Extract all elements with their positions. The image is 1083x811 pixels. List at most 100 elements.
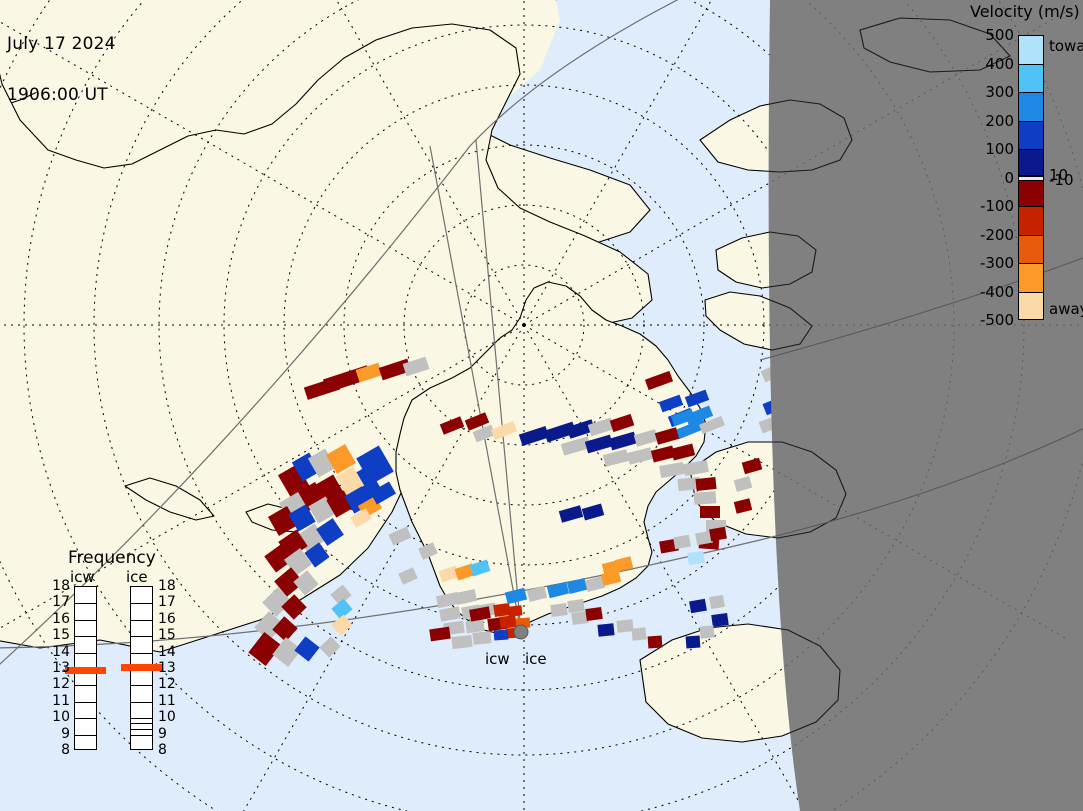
velocity-cell [566,419,596,439]
frequency-tick-label: 17 [158,594,176,611]
frequency-tick-label: 11 [158,692,176,709]
velocity-cell [335,466,365,496]
velocity-cell [281,594,307,620]
frequency-tick-label: 8 [61,742,70,758]
velocity-cell [507,605,523,617]
velocity-cell [493,629,509,641]
frequency-bar-divider [131,728,152,730]
velocity-cell [644,370,674,391]
frequency-bar-divider [131,701,152,703]
velocity-cell [316,518,344,546]
velocity-cell [355,362,383,383]
ground-scatter-cell [571,610,589,626]
ground-scatter-cell [733,476,753,492]
map-site-label: ice [525,650,547,668]
velocity-cell [654,427,680,445]
ground-scatter-cell [319,636,341,658]
velocity-cell [277,464,311,498]
velocity-cell [518,425,550,447]
ground-scatter-cell [526,586,548,602]
frequency-tick-label: 12 [52,676,70,693]
velocity-cell [350,508,372,528]
frequency-bar-divider [75,718,96,720]
ground-scatter-cell [472,424,496,443]
ground-scatter-cell [398,567,418,585]
colorbar-side-label: 10 [1049,165,1069,184]
velocity-cell [304,542,330,568]
ground-scatter-cell [262,587,292,617]
colorbar-gradient [1018,35,1044,320]
colorbar-tick-label: -400 [979,282,1014,301]
frequency-legend-title: Frequency [68,548,156,568]
frequency-bar-label-icw: icw [70,568,95,586]
ground-scatter-cell [560,436,592,456]
frequency-legend: Frequency icw ice 18 18 17 17 16 16 15 15 14 14 13 13… [52,548,188,768]
ground-scatter-cell [699,415,725,435]
frequency-bar-divider [131,718,152,720]
velocity-cell [264,543,294,573]
colorbar-swatch [1019,121,1043,150]
colorbar-swatch [1019,207,1043,236]
velocity-cell [331,614,353,636]
colorbar-tick-label: -100 [979,197,1014,215]
ground-scatter-cell [626,447,654,465]
colorbar-tick-group: 500 400 300 200 100 0 -100 -200 -300 -400 -500 [948,0,1014,811]
frequency-tick-label: 10 [52,709,70,726]
velocity-cell [685,635,701,649]
velocity-cell [700,506,720,518]
velocity-cell [670,443,696,461]
timestamp-overlay: July 17 2024 1906:00 UT [7,2,116,138]
frequency-bar-divider [131,619,152,621]
velocity-cell [272,616,298,642]
map-site-label: icw [485,650,510,668]
ground-scatter-cell [454,589,478,605]
velocity-cell [709,526,727,542]
frequency-tick-label: 16 [158,610,176,627]
frequency-bar-divider [75,652,96,654]
velocity-cell [546,581,570,599]
velocity-cell [454,563,476,581]
ground-scatter-cell [388,526,412,546]
velocity-cell [369,481,397,505]
velocity-cell [675,418,707,440]
velocity-cell [294,636,320,662]
ground-scatter-cell [659,462,685,478]
velocity-cell [684,389,710,408]
colorbar-zero-band [1019,175,1043,182]
colorbar-tick-label: 200 [985,111,1014,130]
ground-scatter-cell [435,591,461,609]
frequency-marker-icw [65,667,106,675]
colorbar-swatch [1019,64,1043,93]
velocity-cell [490,420,518,441]
velocity-cell [609,413,635,433]
velocity-cell [581,503,605,521]
velocity-cell [585,606,603,622]
velocity-cell [601,560,621,576]
ground-scatter-cell [418,542,438,560]
frequency-tick-label: 8 [158,742,167,758]
colorbar-tick-label: -300 [979,254,1014,272]
colorbar-side-label: toward [1049,37,1083,56]
colorbar-tick-label: 300 [985,83,1014,101]
frequency-bar-divider [75,636,96,638]
ground-scatter-cell [677,476,701,492]
frequency-tick-label: 18 [158,578,176,594]
velocity-cell [741,457,763,475]
colorbar-tick-label: -200 [979,225,1014,244]
colorbar-tick-label: 400 [985,54,1014,73]
colorbar-title: Velocity (m/s) [970,2,1080,21]
frequency-tick-label: 11 [52,692,70,709]
colorbar-side-label: -10 [1049,171,1074,190]
colorbar-swatch [1019,36,1043,65]
velocity-cell [274,567,304,597]
frequency-tick-label: 9 [61,725,70,742]
velocity-cell [670,408,696,427]
velocity-cell [684,405,714,426]
frequency-tick-label: 10 [158,709,176,726]
frequency-bar-divider [131,652,152,654]
frequency-bar-divider [131,636,152,638]
velocity-cell [438,565,460,583]
velocity-cell [689,598,707,614]
